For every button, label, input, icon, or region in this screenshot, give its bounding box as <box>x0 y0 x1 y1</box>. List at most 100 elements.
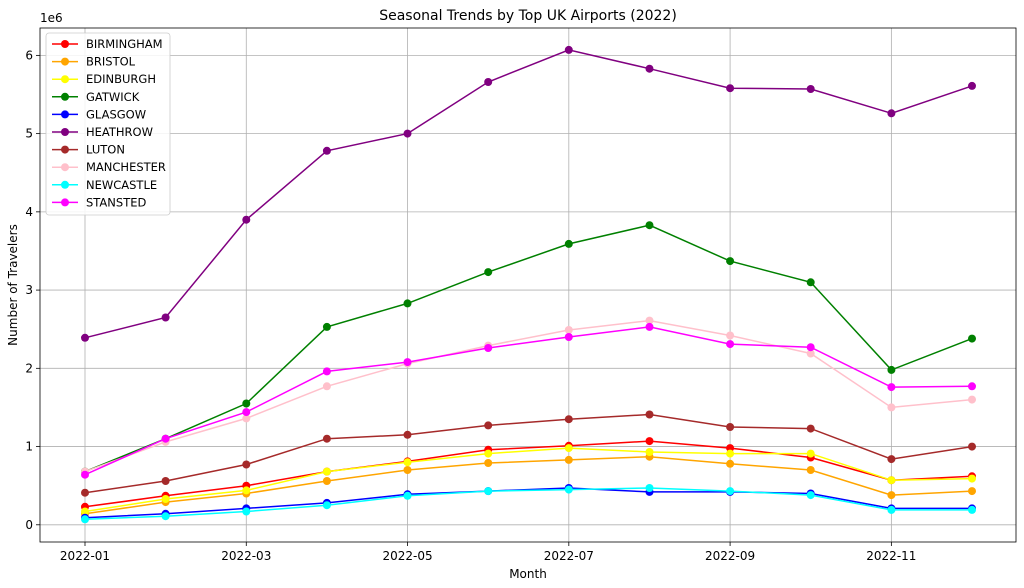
y-tick-label: 3 <box>25 283 33 297</box>
data-point-newcastle <box>484 487 493 496</box>
data-point-luton <box>887 455 896 464</box>
data-point-manchester <box>968 395 976 404</box>
data-point-heathrow <box>403 129 412 138</box>
data-point-bristol <box>806 466 815 474</box>
data-point-bristol <box>403 466 412 474</box>
legend-label: STANSTED <box>86 195 146 209</box>
y-tick-label: 5 <box>25 127 33 141</box>
x-tick-label: 2022-03 <box>221 549 271 563</box>
data-point-newcastle <box>645 484 654 492</box>
data-point-edinburgh <box>968 474 976 483</box>
legend-label: BIRMINGHAM <box>86 37 163 51</box>
data-point-newcastle <box>806 491 815 500</box>
legend-item-edinburgh: EDINBURGH <box>52 72 156 86</box>
series-line-manchester <box>84 319 973 473</box>
series-edinburgh <box>81 444 976 516</box>
legend-swatch-marker <box>61 163 69 172</box>
legend-swatch-marker <box>61 110 69 119</box>
data-point-luton <box>564 415 573 424</box>
series-line-heathrow <box>84 49 973 339</box>
legend-label: GATWICK <box>86 90 140 104</box>
data-point-heathrow <box>726 84 735 93</box>
data-point-stansted <box>806 343 815 352</box>
data-point-bristol <box>322 477 331 485</box>
legend-item-manchester: MANCHESTER <box>52 160 166 174</box>
y-tick-label: 2 <box>25 361 33 375</box>
series-heathrow <box>81 45 976 342</box>
legend-label: MANCHESTER <box>86 160 166 174</box>
data-point-newcastle <box>887 505 896 514</box>
legend-item-stansted: STANSTED <box>52 195 146 209</box>
data-point-stansted <box>645 322 654 331</box>
data-point-heathrow <box>968 81 976 90</box>
data-point-bristol <box>887 491 896 500</box>
data-point-luton <box>484 421 493 430</box>
legend-label: EDINBURGH <box>86 72 156 86</box>
y-axis-label: Number of Travelers <box>6 224 20 346</box>
legend-swatch-marker <box>61 57 69 66</box>
data-point-gatwick <box>806 278 815 287</box>
data-point-manchester <box>645 316 654 325</box>
data-point-edinburgh <box>81 507 89 516</box>
legend: BIRMINGHAM BRISTOL EDINBURGH GATWICK GLASGOW… <box>45 32 171 216</box>
data-point-newcastle <box>322 501 331 510</box>
data-point-newcastle <box>564 485 573 494</box>
data-point-newcastle <box>81 515 89 524</box>
y-tick-label: 6 <box>25 48 33 62</box>
plot-frame <box>39 27 1017 543</box>
y-axis-offset-label: 1e6 <box>40 11 63 25</box>
data-point-newcastle <box>161 512 170 521</box>
data-point-luton <box>403 430 412 439</box>
legend-swatch-marker <box>61 128 69 136</box>
data-point-edinburgh <box>887 476 896 485</box>
legend-item-bristol: BRISTOL <box>52 55 136 69</box>
series-newcastle <box>81 484 976 524</box>
series-line-edinburgh <box>84 447 973 513</box>
data-point-birmingham <box>726 444 735 453</box>
data-point-stansted <box>161 434 170 443</box>
data-point-stansted <box>564 333 573 341</box>
x-tick-label: 2022-11 <box>866 549 916 563</box>
data-point-edinburgh <box>806 449 815 458</box>
data-point-birmingham <box>645 437 654 446</box>
data-point-bristol <box>484 459 493 467</box>
data-point-manchester <box>564 326 573 334</box>
data-point-gatwick <box>645 221 654 230</box>
series-line-glasgow <box>84 487 972 519</box>
series-line-stansted <box>84 326 973 476</box>
x-tick-label: 2022-01 <box>60 549 110 563</box>
data-point-gatwick <box>564 239 573 248</box>
data-point-heathrow <box>81 333 89 342</box>
series-line-birmingham <box>84 440 973 508</box>
legend-swatch-marker <box>61 92 69 101</box>
legend-label: NEWCASTLE <box>86 178 157 192</box>
legend-swatch-marker <box>61 180 69 189</box>
legend-item-heathrow: HEATHROW <box>52 125 153 139</box>
data-point-bristol <box>564 455 573 464</box>
y-tick-label: 0 <box>25 518 33 532</box>
legend-item-birmingham: BIRMINGHAM <box>52 37 163 51</box>
data-point-newcastle <box>726 487 735 496</box>
legend-swatch-marker <box>61 75 69 84</box>
legend-item-newcastle: NEWCASTLE <box>52 178 157 192</box>
data-point-heathrow <box>564 45 573 54</box>
data-point-luton <box>322 434 331 443</box>
data-point-stansted <box>887 383 896 392</box>
data-point-manchester <box>806 349 815 358</box>
data-point-luton <box>726 423 735 431</box>
chart-title: Seasonal Trends by Top UK Airports (2022… <box>379 8 677 24</box>
data-point-bristol <box>968 487 976 496</box>
data-point-gatwick <box>403 299 412 308</box>
data-point-manchester <box>887 403 896 412</box>
x-axis-ticks: 2022-01 2022-03 2022-05 2022-07 2022-09 2022-… <box>60 542 916 563</box>
data-point-heathrow <box>242 215 251 224</box>
legend-item-glasgow: GLASGOW <box>52 107 146 121</box>
data-point-edinburgh <box>645 448 654 456</box>
legend-swatch-marker <box>61 145 69 154</box>
x-tick-label: 2022-05 <box>382 549 432 563</box>
grid <box>40 28 1016 542</box>
data-point-newcastle <box>403 491 412 500</box>
data-point-edinburgh <box>161 495 170 503</box>
series-luton <box>81 410 976 497</box>
